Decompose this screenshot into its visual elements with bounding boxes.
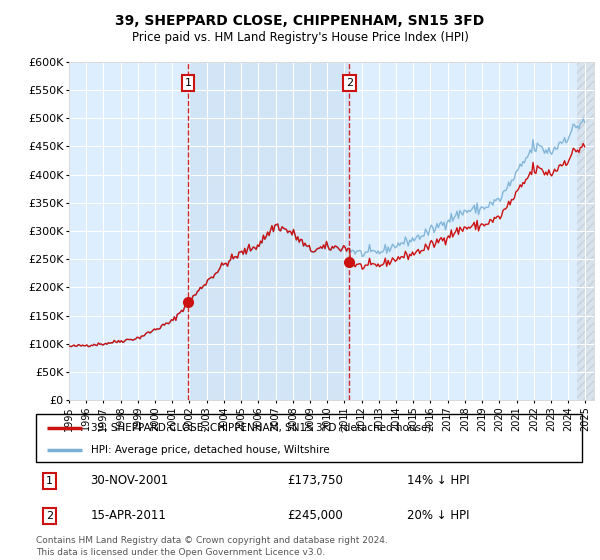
- Bar: [188, 62, 349, 400]
- Text: 1: 1: [185, 78, 191, 88]
- Text: 2: 2: [46, 511, 53, 521]
- Text: 15-APR-2011: 15-APR-2011: [91, 510, 166, 522]
- Bar: [577, 62, 594, 400]
- Text: 14% ↓ HPI: 14% ↓ HPI: [407, 474, 470, 487]
- Text: 1: 1: [46, 476, 53, 486]
- Text: Contains HM Land Registry data © Crown copyright and database right 2024.
This d: Contains HM Land Registry data © Crown c…: [36, 536, 388, 557]
- Text: 2: 2: [346, 78, 353, 88]
- Text: £245,000: £245,000: [287, 510, 343, 522]
- Text: HPI: Average price, detached house, Wiltshire: HPI: Average price, detached house, Wilt…: [91, 445, 329, 455]
- Text: Price paid vs. HM Land Registry's House Price Index (HPI): Price paid vs. HM Land Registry's House …: [131, 31, 469, 44]
- Text: 39, SHEPPARD CLOSE, CHIPPENHAM, SN15 3FD (detached house): 39, SHEPPARD CLOSE, CHIPPENHAM, SN15 3FD…: [91, 423, 431, 433]
- Text: £173,750: £173,750: [287, 474, 343, 487]
- Text: 20% ↓ HPI: 20% ↓ HPI: [407, 510, 470, 522]
- Text: 39, SHEPPARD CLOSE, CHIPPENHAM, SN15 3FD: 39, SHEPPARD CLOSE, CHIPPENHAM, SN15 3FD: [115, 14, 485, 28]
- Text: 30-NOV-2001: 30-NOV-2001: [91, 474, 169, 487]
